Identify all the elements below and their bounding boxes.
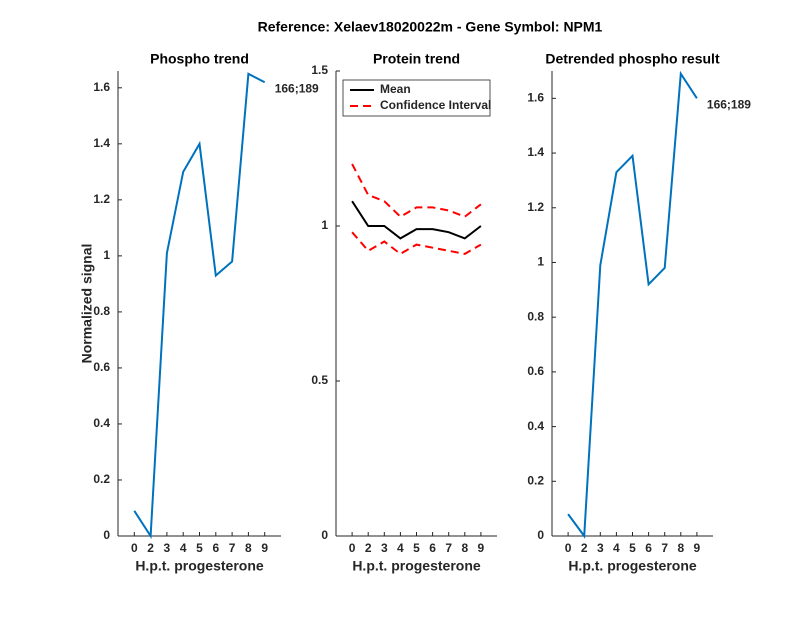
data-line bbox=[351, 163, 482, 218]
y-tick-label: 0 bbox=[321, 528, 328, 542]
y-tick-label: 1.5 bbox=[311, 63, 328, 77]
y-tick-label: 0.2 bbox=[527, 473, 544, 487]
data-line bbox=[133, 72, 266, 540]
x-tick-label: 3 bbox=[597, 541, 604, 555]
x-tick-label: 7 bbox=[661, 541, 668, 555]
data-line bbox=[351, 231, 482, 256]
axes-title: Protein trend bbox=[373, 51, 460, 67]
x-tick-label: 6 bbox=[212, 541, 219, 555]
x-tick-label: 8 bbox=[461, 541, 468, 555]
legend-label: Confidence Interval bbox=[380, 98, 491, 112]
y-tick-label: 0.4 bbox=[93, 416, 110, 430]
x-tick-label: 7 bbox=[229, 541, 236, 555]
x-tick-label: 9 bbox=[478, 541, 485, 555]
y-tick-label: 1.6 bbox=[527, 91, 544, 105]
legend-box bbox=[342, 79, 491, 117]
y-axis-label: Normalized signal bbox=[79, 244, 95, 364]
x-tick-label: 4 bbox=[397, 541, 404, 555]
annotation: 166;189 bbox=[707, 98, 751, 112]
y-tick-label: 1 bbox=[103, 248, 110, 262]
x-tick-label: 0 bbox=[349, 541, 356, 555]
x-tick-label: 2 bbox=[581, 541, 588, 555]
y-tick-label: 0.6 bbox=[93, 360, 110, 374]
data-line bbox=[351, 200, 482, 240]
y-tick-label: 0 bbox=[537, 528, 544, 542]
y-tick-label: 1.4 bbox=[93, 136, 110, 150]
x-tick-label: 9 bbox=[261, 541, 268, 555]
x-tick-label: 2 bbox=[365, 541, 372, 555]
x-tick-label: 4 bbox=[613, 541, 620, 555]
y-tick-label: 1 bbox=[537, 255, 544, 269]
y-tick-label: 1 bbox=[321, 218, 328, 232]
y-tick-label: 1.6 bbox=[93, 80, 110, 94]
x-tick-label: 8 bbox=[677, 541, 684, 555]
x-tick-label: 6 bbox=[429, 541, 436, 555]
data-line bbox=[567, 70, 698, 539]
legend-label: Mean bbox=[380, 82, 411, 96]
x-tick-label: 9 bbox=[694, 541, 701, 555]
x-tick-label: 6 bbox=[645, 541, 652, 555]
x-axis-label: H.p.t. progesterone bbox=[568, 558, 697, 574]
y-tick-label: 0.5 bbox=[311, 373, 328, 387]
y-tick-label: 0 bbox=[103, 528, 110, 542]
x-tick-label: 7 bbox=[445, 541, 452, 555]
axes-title: Phospho trend bbox=[150, 51, 249, 67]
x-tick-label: 5 bbox=[629, 541, 636, 555]
y-tick-label: 0.4 bbox=[527, 419, 544, 433]
y-tick-label: 0.8 bbox=[527, 309, 544, 323]
x-tick-label: 3 bbox=[381, 541, 388, 555]
y-tick-label: 0.2 bbox=[93, 472, 110, 486]
x-axis-label: H.p.t. progesterone bbox=[135, 558, 264, 574]
x-tick-label: 0 bbox=[131, 541, 138, 555]
x-tick-label: 0 bbox=[565, 541, 572, 555]
figure-title: Reference: Xelaev18020022m - Gene Symbol… bbox=[258, 19, 603, 35]
x-tick-label: 5 bbox=[413, 541, 420, 555]
y-tick-label: 0.8 bbox=[93, 304, 110, 318]
y-tick-label: 1.2 bbox=[527, 200, 544, 214]
x-tick-label: 4 bbox=[180, 541, 187, 555]
x-tick-label: 5 bbox=[196, 541, 203, 555]
x-tick-label: 3 bbox=[164, 541, 171, 555]
x-tick-label: 2 bbox=[147, 541, 154, 555]
y-tick-label: 0.6 bbox=[527, 364, 544, 378]
x-axis-label: H.p.t. progesterone bbox=[352, 558, 481, 574]
y-tick-label: 1.4 bbox=[527, 145, 544, 159]
y-tick-label: 1.2 bbox=[93, 192, 110, 206]
axes-title: Detrended phospho result bbox=[545, 51, 720, 67]
annotation: 166;189 bbox=[275, 81, 319, 95]
x-tick-label: 8 bbox=[245, 541, 252, 555]
